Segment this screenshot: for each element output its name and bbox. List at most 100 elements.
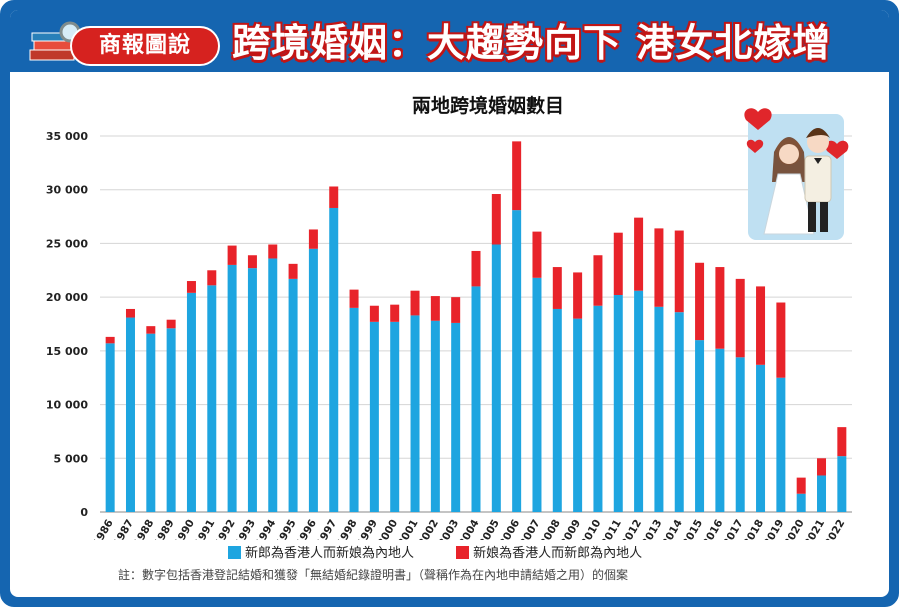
y-tick-label: 30 000 — [46, 184, 88, 197]
bar-bride-hk-2020 — [796, 477, 806, 494]
bar-groom-hk-2008 — [552, 308, 562, 512]
bar-groom-hk-2012 — [634, 290, 644, 512]
x-tick-label: 1996 — [294, 518, 319, 541]
y-tick-label: 35 000 — [46, 130, 88, 143]
header-band: 商報圖說 跨境婚姻：大趨勢向下 港女北嫁增 — [10, 10, 889, 72]
x-tick-label: 1993 — [233, 518, 258, 541]
wedding-couple-illustration — [744, 108, 849, 240]
bar-bride-hk-1993 — [247, 255, 257, 269]
x-tick-label: 2010 — [579, 518, 604, 541]
bar-groom-hk-2004 — [471, 286, 481, 512]
x-tick-label: 2013 — [640, 518, 665, 541]
bar-bride-hk-1992 — [227, 245, 237, 265]
bar-groom-hk-2015 — [695, 340, 705, 512]
bar-bride-hk-1996 — [308, 229, 318, 249]
bar-groom-hk-1999 — [369, 321, 379, 512]
x-tick-label: 2004 — [457, 518, 482, 541]
bar-bride-hk-1988 — [146, 326, 156, 334]
bar-groom-hk-1991 — [207, 285, 217, 512]
bar-groom-hk-2011 — [613, 294, 623, 512]
bar-bride-hk-2010 — [593, 255, 603, 306]
bar-bride-hk-2008 — [552, 267, 562, 309]
bar-bride-hk-2019 — [776, 302, 786, 378]
x-tick-label: 2008 — [538, 518, 563, 541]
legend-label: 新郎為香港人而新娘為內地人 — [245, 546, 415, 561]
headline: 跨境婚姻：大趨勢向下 港女北嫁增 — [232, 21, 832, 65]
bar-groom-hk-2001 — [410, 315, 420, 512]
bar-groom-hk-2020 — [796, 493, 806, 512]
bar-bride-hk-2002 — [430, 296, 440, 321]
legend-swatch-red — [456, 546, 470, 559]
bar-groom-hk-2000 — [390, 321, 400, 512]
x-tick-label: 2012 — [619, 518, 644, 541]
legend-item-groom-hk: 新郎為香港人而新娘為內地人 — [228, 542, 414, 561]
x-tick-label: 1997 — [314, 518, 339, 541]
x-tick-label: 2017 — [721, 518, 746, 541]
x-tick-label: 1995 — [274, 518, 299, 541]
x-tick-label: 2018 — [741, 518, 766, 541]
x-tick-label: 1999 — [355, 518, 380, 541]
bar-groom-hk-1997 — [329, 207, 339, 512]
x-tick-label: 1989 — [152, 518, 177, 541]
bar-groom-hk-2005 — [491, 244, 501, 512]
chart-title: 兩地跨境婚姻數目 — [412, 94, 564, 117]
bar-bride-hk-2003 — [451, 297, 461, 323]
bar-bride-hk-1986 — [105, 336, 115, 344]
bar-bride-hk-1997 — [329, 186, 339, 208]
bar-bride-hk-2001 — [410, 290, 420, 316]
x-tick-label: 2000 — [375, 518, 400, 541]
y-tick-label: 25 000 — [46, 237, 88, 250]
x-tick-label: 2016 — [700, 518, 725, 541]
x-tick-label: 2006 — [497, 518, 522, 541]
bar-bride-hk-2006 — [512, 141, 522, 211]
bar-groom-hk-1987 — [125, 317, 135, 512]
stacked-bar-chart: 0 5 000 10 000 15 000 20 000 25 000 30 000 35 0… — [46, 94, 852, 541]
x-tick-label: 1990 — [172, 518, 197, 541]
bar-bride-hk-2013 — [654, 228, 664, 307]
bar-bride-hk-1990 — [186, 281, 196, 293]
legend-label: 新娘為香港人而新郎為內地人 — [473, 546, 643, 561]
bar-bride-hk-2012 — [634, 217, 644, 291]
x-tick-label: 2007 — [518, 518, 543, 541]
bar-groom-hk-2016 — [715, 348, 725, 512]
legend: 新郎為香港人而新娘為內地人 新娘為香港人而新郎為內地人 — [228, 542, 680, 561]
x-tick-label: 2001 — [396, 518, 421, 541]
bar-bride-hk-2004 — [471, 250, 481, 287]
bar-groom-hk-2006 — [512, 210, 522, 512]
bar-bride-hk-2011 — [613, 232, 623, 295]
x-tick-label: 1987 — [111, 518, 136, 541]
bar-bride-hk-2009 — [573, 272, 583, 319]
x-tick-label: 2011 — [599, 518, 624, 541]
bar-bride-hk-1989 — [166, 319, 176, 329]
bar-groom-hk-2010 — [593, 305, 603, 512]
bar-bride-hk-1994 — [268, 244, 278, 259]
y-tick-label: 5 000 — [54, 452, 89, 465]
x-tick-label: 2003 — [436, 518, 461, 541]
bar-bride-hk-2022 — [837, 427, 847, 457]
x-tick-label: 2009 — [558, 518, 583, 541]
bar-bride-hk-2016 — [715, 267, 725, 349]
x-tick-label: 2015 — [680, 518, 705, 541]
x-tick-label: 1992 — [213, 518, 238, 541]
infographic-panel: 商報圖說 跨境婚姻：大趨勢向下 港女北嫁增 0 5 000 10 000 15 000… — [10, 10, 889, 597]
section-badge: 商報圖說 — [70, 26, 220, 66]
bar-groom-hk-1986 — [105, 343, 115, 512]
legend-swatch-blue — [228, 546, 241, 559]
bar-bride-hk-2007 — [532, 231, 542, 278]
bar-bride-hk-2021 — [817, 458, 827, 476]
bar-groom-hk-2021 — [817, 475, 827, 512]
y-tick-label: 15 000 — [46, 345, 88, 358]
x-tick-label: 2014 — [660, 518, 685, 541]
bar-bride-hk-1995 — [288, 263, 298, 279]
x-tick-label: 2005 — [477, 518, 502, 541]
legend-item-bride-hk: 新娘為香港人而新郎為內地人 — [456, 542, 642, 561]
bar-bride-hk-2014 — [674, 230, 684, 313]
bar-groom-hk-2002 — [430, 320, 440, 512]
bar-groom-hk-2009 — [573, 318, 583, 512]
bar-groom-hk-1995 — [288, 278, 298, 512]
x-tick-label: 2022 — [822, 518, 847, 541]
bar-groom-hk-1998 — [349, 307, 359, 512]
y-tick-label: 20 000 — [46, 291, 88, 304]
x-tick-label: 2020 — [782, 518, 807, 541]
bar-bride-hk-1998 — [349, 289, 359, 308]
